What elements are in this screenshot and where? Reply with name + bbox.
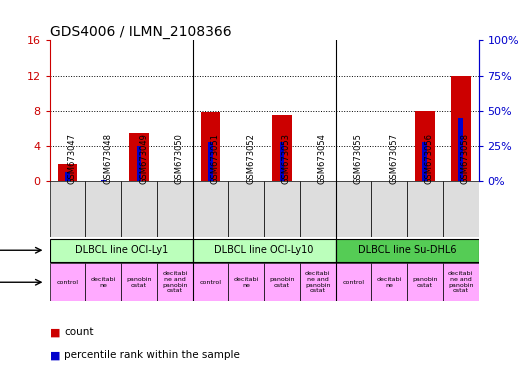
FancyBboxPatch shape [371,181,407,237]
FancyBboxPatch shape [371,263,407,301]
Bar [201,112,220,181]
FancyBboxPatch shape [50,181,85,237]
Bar [415,111,435,181]
Text: count: count [64,327,94,337]
Text: panobin
ostat: panobin ostat [412,277,438,288]
FancyBboxPatch shape [264,181,300,237]
Text: ■: ■ [50,350,60,360]
FancyBboxPatch shape [264,263,300,301]
Text: DLBCL line OCI-Ly10: DLBCL line OCI-Ly10 [214,245,314,255]
Text: GSM673051: GSM673051 [210,133,220,184]
Bar [451,76,471,181]
Text: DLBCL line OCI-Ly1: DLBCL line OCI-Ly1 [75,245,168,255]
Text: panobin
ostat: panobin ostat [269,277,295,288]
Text: control: control [199,280,222,285]
FancyBboxPatch shape [121,263,157,301]
Bar [58,164,77,181]
FancyBboxPatch shape [443,181,479,237]
Text: ■: ■ [50,327,60,337]
FancyBboxPatch shape [336,239,479,262]
Bar [272,115,292,181]
Text: GSM673055: GSM673055 [354,133,362,184]
FancyBboxPatch shape [121,181,157,237]
FancyBboxPatch shape [50,263,85,301]
Text: percentile rank within the sample: percentile rank within the sample [64,350,240,360]
Bar [65,172,70,181]
FancyBboxPatch shape [192,263,229,301]
FancyBboxPatch shape [85,181,121,237]
Bar [208,142,213,181]
FancyBboxPatch shape [300,263,336,301]
FancyBboxPatch shape [157,263,192,301]
Text: decitabi
ne: decitabi ne [377,277,402,288]
FancyBboxPatch shape [50,239,192,262]
Text: GSM673049: GSM673049 [139,133,148,184]
FancyBboxPatch shape [192,181,229,237]
Bar [423,142,427,181]
Text: GSM673054: GSM673054 [317,133,327,184]
Text: GSM673047: GSM673047 [67,133,76,184]
FancyBboxPatch shape [336,263,371,301]
Text: DLBCL line Su-DHL6: DLBCL line Su-DHL6 [358,245,457,255]
Text: control: control [343,280,365,285]
Text: GSM673053: GSM673053 [282,133,291,184]
Bar [129,133,149,181]
FancyBboxPatch shape [407,263,443,301]
Bar [458,118,463,181]
Text: decitabi
ne: decitabi ne [90,277,116,288]
Text: GSM673058: GSM673058 [461,133,470,184]
FancyBboxPatch shape [300,181,336,237]
Text: GSM673056: GSM673056 [425,133,434,184]
FancyBboxPatch shape [229,181,264,237]
Text: GSM673050: GSM673050 [175,133,184,184]
FancyBboxPatch shape [85,263,121,301]
Text: decitabi
ne and
panobin
ostat: decitabi ne and panobin ostat [162,271,188,293]
FancyBboxPatch shape [192,239,336,262]
Bar [137,146,142,181]
Bar [101,180,106,181]
Text: GSM673057: GSM673057 [389,133,398,184]
Text: decitabi
ne and
panobin
ostat: decitabi ne and panobin ostat [448,271,473,293]
Text: control: control [56,280,78,285]
Text: GSM673052: GSM673052 [246,133,255,184]
Text: decitabi
ne and
panobin
ostat: decitabi ne and panobin ostat [305,271,331,293]
FancyBboxPatch shape [407,181,443,237]
Text: GSM673048: GSM673048 [104,133,112,184]
FancyBboxPatch shape [336,181,371,237]
Text: decitabi
ne: decitabi ne [234,277,259,288]
FancyBboxPatch shape [157,181,192,237]
FancyBboxPatch shape [229,263,264,301]
Bar [279,142,285,181]
FancyBboxPatch shape [443,263,479,301]
Text: panobin
ostat: panobin ostat [126,277,152,288]
Text: GDS4006 / ILMN_2108366: GDS4006 / ILMN_2108366 [50,25,231,39]
